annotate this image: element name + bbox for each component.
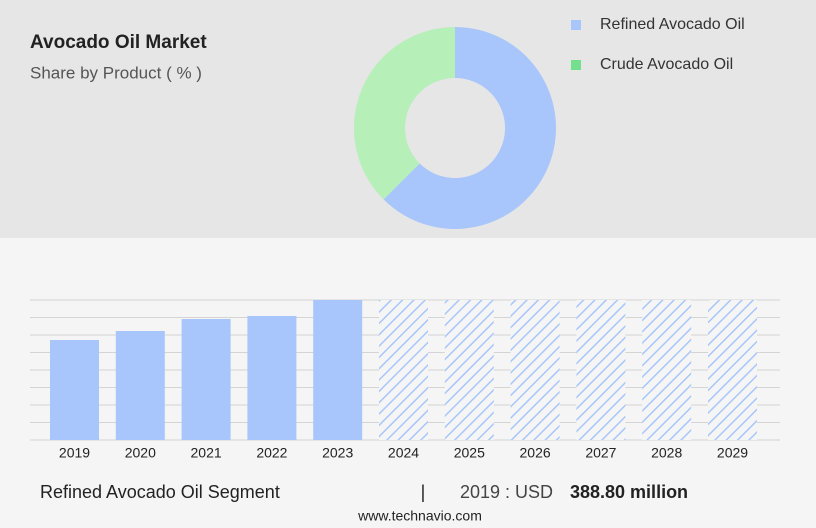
x-tick-label: 2023 bbox=[322, 445, 353, 461]
bar bbox=[181, 319, 231, 440]
bar bbox=[115, 330, 165, 440]
forecast-bar bbox=[510, 300, 560, 440]
bar bbox=[313, 300, 363, 440]
chart-title: Avocado Oil Market bbox=[30, 32, 207, 53]
donut-slice bbox=[383, 27, 556, 229]
donut-slice bbox=[353, 27, 455, 200]
forecast-bar bbox=[642, 300, 692, 440]
x-tick-label: 2022 bbox=[256, 445, 287, 461]
source: www.technavio.com bbox=[357, 508, 482, 524]
legend-label: Refined Avocado Oil bbox=[600, 16, 745, 33]
x-tick-label: 2019 bbox=[59, 445, 90, 461]
legend-label: Crude Avocado Oil bbox=[600, 56, 733, 73]
x-tick-label: 2020 bbox=[125, 445, 156, 461]
chart-subtitle: Share by Product ( % ) bbox=[30, 63, 202, 82]
bar bbox=[247, 315, 297, 440]
x-tick-label: 2024 bbox=[388, 445, 419, 461]
legend-swatch bbox=[571, 20, 581, 30]
x-tick-label: 2021 bbox=[191, 445, 222, 461]
footer-separator: | bbox=[421, 482, 426, 502]
footer-year: 2019 : USD bbox=[460, 482, 553, 502]
footer-value: 388.80 million bbox=[570, 482, 688, 502]
legend-swatch bbox=[571, 60, 581, 70]
x-tick-label: 2026 bbox=[520, 445, 551, 461]
forecast-bar bbox=[708, 300, 757, 440]
forecast-bar bbox=[379, 300, 428, 440]
x-tick-label: 2027 bbox=[585, 445, 616, 461]
x-tick-label: 2025 bbox=[454, 445, 485, 461]
x-tick-label: 2029 bbox=[717, 445, 748, 461]
bar bbox=[50, 339, 99, 440]
forecast-bar bbox=[576, 300, 626, 440]
forecast-bar bbox=[444, 300, 494, 440]
footer-segment: Refined Avocado Oil Segment bbox=[40, 482, 280, 502]
x-tick-label: 2028 bbox=[651, 445, 682, 461]
